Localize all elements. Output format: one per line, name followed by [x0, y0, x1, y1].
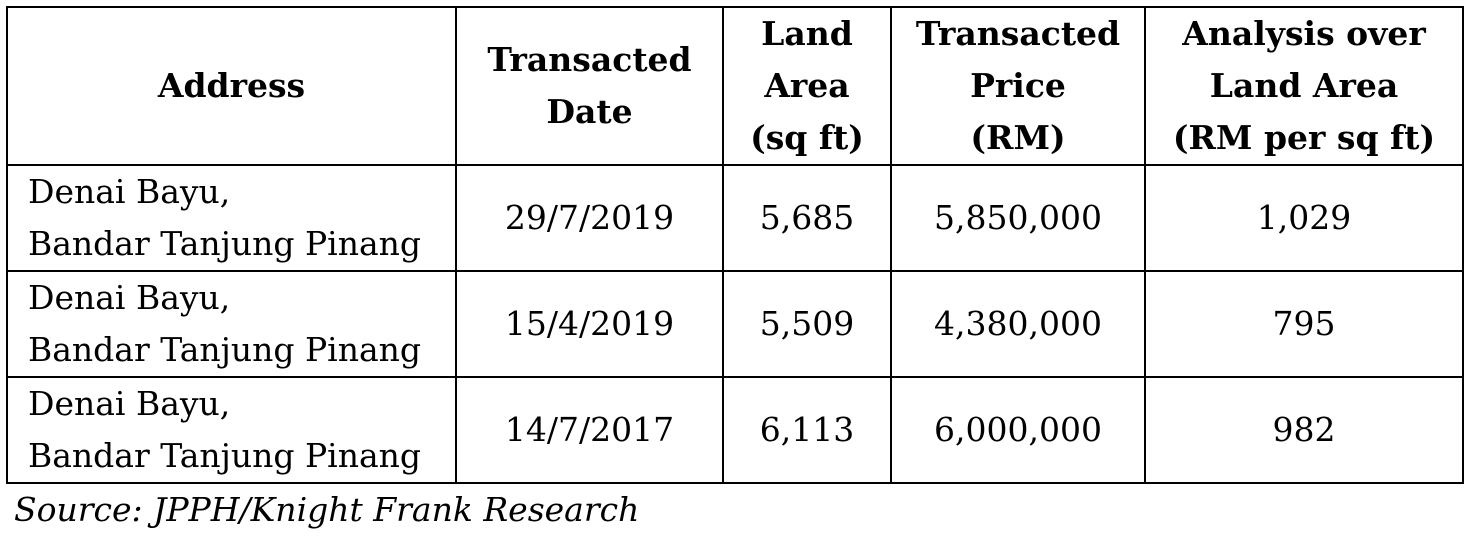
table-row: Denai Bayu, Bandar Tanjung Pinang 14/7/2…: [6, 376, 1464, 484]
cell-price-per-sq-ft: 1,029: [1144, 164, 1464, 272]
cell-transacted-date: 14/7/2017: [455, 376, 724, 484]
cell-address: Denai Bayu, Bandar Tanjung Pinang: [6, 270, 457, 378]
cell-transacted-date: 29/7/2019: [455, 164, 724, 272]
header-analysis-over-land-area: Analysis over Land Area (RM per sq ft): [1144, 6, 1464, 166]
table-row: Denai Bayu, Bandar Tanjung Pinang 15/4/2…: [6, 270, 1464, 378]
cell-address: Denai Bayu, Bandar Tanjung Pinang: [6, 376, 457, 484]
cell-land-area: 6,113: [722, 376, 892, 484]
cell-transacted-price: 4,380,000: [890, 270, 1146, 378]
header-address: Address: [6, 6, 457, 166]
source-note: Source: JPPH/Knight Frank Research: [14, 490, 640, 529]
header-transacted-price: Transacted Price (RM): [890, 6, 1146, 166]
cell-land-area: 5,685: [722, 164, 892, 272]
header-transacted-date: Transacted Date: [455, 6, 724, 166]
header-land-area: Land Area (sq ft): [722, 6, 892, 166]
cell-address: Denai Bayu, Bandar Tanjung Pinang: [6, 164, 457, 272]
cell-price-per-sq-ft: 795: [1144, 270, 1464, 378]
cell-transacted-date: 15/4/2019: [455, 270, 724, 378]
cell-price-per-sq-ft: 982: [1144, 376, 1464, 484]
cell-transacted-price: 6,000,000: [890, 376, 1146, 484]
header-row: Address Transacted Date Land Area (sq ft…: [6, 6, 1464, 166]
cell-land-area: 5,509: [722, 270, 892, 378]
cell-transacted-price: 5,850,000: [890, 164, 1146, 272]
table-row: Denai Bayu, Bandar Tanjung Pinang 29/7/2…: [6, 164, 1464, 272]
transactions-table: Address Transacted Date Land Area (sq ft…: [6, 6, 1464, 484]
